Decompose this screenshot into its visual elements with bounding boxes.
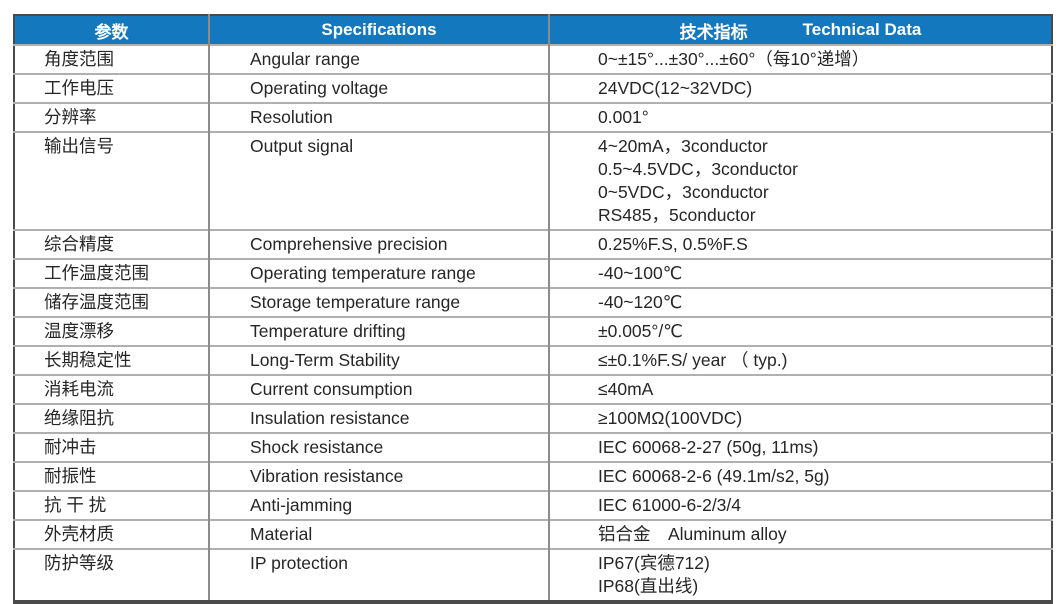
- param-name-en: Operating voltage: [208, 73, 549, 103]
- table-row: 综合精度 Comprehensive precision 0.25%F.S, 0…: [14, 229, 1052, 259]
- param-name-cn: 分辨率: [14, 102, 209, 132]
- param-name-en: Comprehensive precision: [208, 229, 549, 259]
- param-name-en: Insulation resistance: [208, 403, 549, 433]
- param-value: IEC 60068-2-6 (49.1m/s2, 5g): [548, 461, 1052, 491]
- table-row: 工作电压 Operating voltage 24VDC(12~32VDC): [14, 73, 1052, 103]
- param-value: ≥100MΩ(100VDC): [548, 403, 1052, 433]
- param-name-en: IP protection: [208, 548, 549, 602]
- table-header-row: 参数 Specifications 技术指标 Technical Data: [14, 15, 1052, 45]
- param-name-cn: 外壳材质: [14, 519, 209, 549]
- param-value: 4~20mA，3conductor 0.5~4.5VDC，3conductor …: [548, 131, 1052, 230]
- header-technical-data-cn: 技术指标: [679, 22, 748, 42]
- param-value: ≤±0.1%F.S/ year （ typ.): [548, 345, 1052, 375]
- table-row: 外壳材质 Material 铝合金 Aluminum alloy: [14, 519, 1052, 549]
- param-name-cn: 温度漂移: [14, 316, 209, 346]
- param-name-en: Shock resistance: [208, 432, 549, 462]
- param-name-cn: 防护等级: [14, 548, 209, 602]
- param-name-cn: 长期稳定性: [14, 345, 209, 375]
- param-name-cn: 角度范围: [14, 44, 209, 74]
- param-name-en: Output signal: [208, 131, 549, 230]
- param-name-cn: 综合精度: [14, 229, 209, 259]
- param-value: IEC 61000-6-2/3/4: [548, 490, 1052, 520]
- table-row: 角度范围 Angular range 0~±15°...±30°...±60°（…: [14, 44, 1052, 74]
- table-row: 消耗电流 Current consumption ≤40mA: [14, 374, 1052, 404]
- header-param-cn: 参数: [14, 15, 209, 45]
- param-value: 0.25%F.S, 0.5%F.S: [548, 229, 1052, 259]
- table-row: 长期稳定性 Long-Term Stability ≤±0.1%F.S/ yea…: [14, 345, 1052, 375]
- param-name-cn: 绝缘阻抗: [14, 403, 209, 433]
- param-name-cn: 工作温度范围: [14, 258, 209, 288]
- table-row: 工作温度范围 Operating temperature range -40~1…: [14, 258, 1052, 288]
- param-name-cn: 储存温度范围: [14, 287, 209, 317]
- param-name-cn: 输出信号: [14, 131, 209, 230]
- param-value: -40~100℃: [548, 258, 1052, 288]
- spec-sheet: 参数 Specifications 技术指标 Technical Data 角度…: [13, 14, 1053, 604]
- param-value: -40~120℃: [548, 287, 1052, 317]
- table-row: 输出信号 Output signal 4~20mA，3conductor 0.5…: [14, 131, 1052, 230]
- param-value: 0~±15°...±30°...±60°（每10°递增）: [548, 44, 1052, 74]
- header-technical-data-en: Technical Data: [802, 20, 922, 39]
- param-name-en: Resolution: [208, 102, 549, 132]
- param-value: 24VDC(12~32VDC): [548, 73, 1052, 103]
- param-name-en: Temperature drifting: [208, 316, 549, 346]
- param-name-cn: 抗 干 扰: [14, 490, 209, 520]
- table-row: 分辨率 Resolution 0.001°: [14, 102, 1052, 132]
- param-name-en: Vibration resistance: [208, 461, 549, 491]
- param-name-en: Operating temperature range: [208, 258, 549, 288]
- param-name-en: Angular range: [208, 44, 549, 74]
- param-value: 0.001°: [548, 102, 1052, 132]
- param-name-en: Storage temperature range: [208, 287, 549, 317]
- param-name-cn: 耐冲击: [14, 432, 209, 462]
- param-value: ±0.005°/℃: [548, 316, 1052, 346]
- param-value: IEC 60068-2-27 (50g, 11ms): [548, 432, 1052, 462]
- header-technical-data: 技术指标 Technical Data: [548, 15, 1052, 45]
- table-row: 耐冲击 Shock resistance IEC 60068-2-27 (50g…: [14, 432, 1052, 462]
- param-name-en: Current consumption: [208, 374, 549, 404]
- param-value: ≤40mA: [548, 374, 1052, 404]
- param-value: 铝合金 Aluminum alloy: [548, 519, 1052, 549]
- table-row: 耐振性 Vibration resistance IEC 60068-2-6 (…: [14, 461, 1052, 491]
- param-name-en: Anti-jamming: [208, 490, 549, 520]
- param-name-cn: 工作电压: [14, 73, 209, 103]
- spec-table: 参数 Specifications 技术指标 Technical Data 角度…: [13, 14, 1053, 604]
- param-value: IP67(宾德712) IP68(直出线): [548, 548, 1052, 602]
- table-row: 抗 干 扰 Anti-jamming IEC 61000-6-2/3/4: [14, 490, 1052, 520]
- header-specifications: Specifications: [208, 15, 549, 45]
- param-name-cn: 消耗电流: [14, 374, 209, 404]
- spec-table-body: 角度范围 Angular range 0~±15°...±30°...±60°（…: [14, 44, 1052, 602]
- table-row: 防护等级 IP protection IP67(宾德712) IP68(直出线): [14, 548, 1052, 602]
- param-name-cn: 耐振性: [14, 461, 209, 491]
- param-name-en: Long-Term Stability: [208, 345, 549, 375]
- table-row: 储存温度范围 Storage temperature range -40~120…: [14, 287, 1052, 317]
- table-row: 绝缘阻抗 Insulation resistance ≥100MΩ(100VDC…: [14, 403, 1052, 433]
- table-row: 温度漂移 Temperature drifting ±0.005°/℃: [14, 316, 1052, 346]
- param-name-en: Material: [208, 519, 549, 549]
